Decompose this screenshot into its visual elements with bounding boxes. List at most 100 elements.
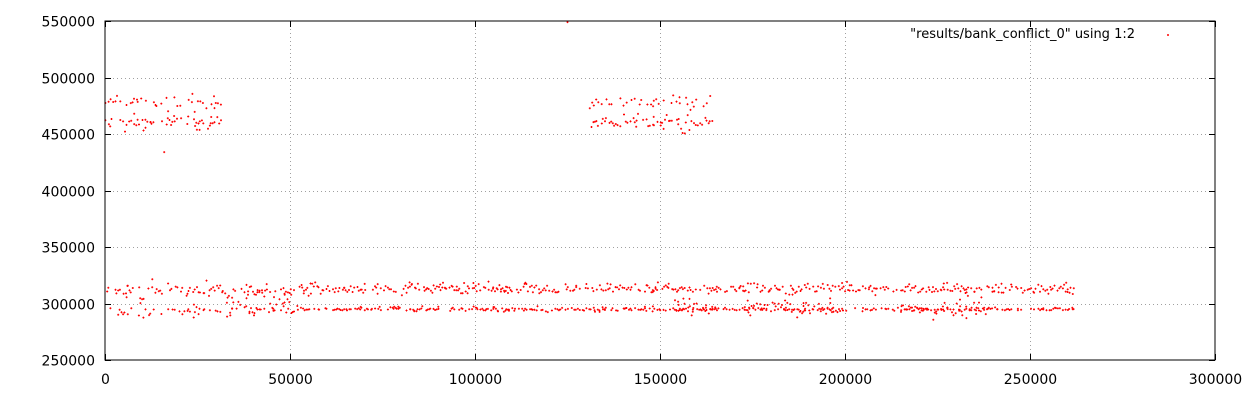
data-point <box>573 288 576 291</box>
data-point <box>592 306 595 309</box>
data-point <box>125 292 127 295</box>
data-point <box>693 122 695 125</box>
data-point <box>719 288 722 291</box>
data-point <box>526 290 529 293</box>
data-point <box>453 308 456 311</box>
data-point <box>688 297 691 300</box>
data-point <box>954 287 957 290</box>
data-point <box>296 305 299 307</box>
data-point <box>695 302 698 305</box>
data-point <box>871 290 874 293</box>
data-point <box>507 292 509 294</box>
data-point <box>842 285 845 288</box>
data-point <box>699 288 702 291</box>
data-point <box>983 308 986 311</box>
data-point <box>803 284 806 286</box>
data-point <box>753 282 756 285</box>
data-point <box>502 310 505 313</box>
data-point <box>501 307 504 310</box>
data-point <box>687 310 689 313</box>
data-point <box>675 309 678 312</box>
data-point <box>421 305 424 308</box>
data-point <box>439 289 442 292</box>
data-point <box>341 288 344 291</box>
data-point <box>651 305 654 308</box>
data-point <box>133 112 136 115</box>
data-point <box>194 125 197 127</box>
data-point <box>200 119 203 122</box>
data-point <box>651 310 654 313</box>
data-point <box>601 117 604 120</box>
data-point <box>288 292 291 294</box>
data-point <box>173 120 176 123</box>
data-point <box>960 285 963 288</box>
data-point <box>839 310 842 312</box>
data-point <box>322 289 325 292</box>
data-point <box>773 302 776 305</box>
data-point <box>585 283 588 285</box>
data-point <box>711 305 714 308</box>
data-point <box>691 101 694 104</box>
data-point <box>285 311 288 314</box>
data-point <box>357 307 360 310</box>
data-point <box>623 287 626 289</box>
data-point <box>743 290 746 293</box>
data-point <box>873 287 876 290</box>
data-point <box>978 286 981 289</box>
data-point <box>896 306 899 309</box>
data-point <box>317 308 320 311</box>
data-point <box>747 291 750 294</box>
data-point <box>826 284 829 286</box>
data-point <box>996 308 999 311</box>
data-point <box>604 306 607 309</box>
data-point <box>594 310 596 313</box>
data-point <box>468 287 470 290</box>
y-tick-label: 500000 <box>42 72 95 88</box>
data-point <box>139 302 142 305</box>
data-point <box>258 291 261 294</box>
data-point <box>707 292 710 295</box>
data-point <box>861 285 864 288</box>
data-point <box>664 118 666 121</box>
data-point <box>197 122 200 125</box>
data-point <box>404 284 407 287</box>
data-point <box>400 294 403 297</box>
data-point <box>309 282 312 285</box>
data-point <box>363 309 366 312</box>
data-point <box>183 310 186 313</box>
data-point <box>247 290 250 293</box>
data-point <box>232 301 235 304</box>
data-point <box>472 282 475 284</box>
data-point <box>922 307 925 310</box>
data-point <box>207 127 209 130</box>
data-point <box>780 306 782 309</box>
data-point <box>656 120 659 123</box>
data-point <box>691 290 694 293</box>
data-point <box>783 308 785 310</box>
data-point <box>142 129 145 132</box>
data-point <box>699 122 702 125</box>
data-point <box>667 282 670 285</box>
data-point <box>119 100 122 103</box>
data-point <box>226 296 229 299</box>
data-point <box>677 309 680 312</box>
data-point <box>146 120 149 123</box>
data-point <box>652 290 655 292</box>
data-point <box>187 98 190 101</box>
data-point <box>882 286 885 289</box>
data-point <box>229 314 232 317</box>
data-point <box>1039 309 1042 312</box>
data-point <box>746 309 749 312</box>
data-point <box>138 123 140 126</box>
data-point <box>438 286 440 288</box>
data-point <box>774 305 777 308</box>
data-point <box>855 290 857 293</box>
data-point <box>174 285 177 288</box>
data-point <box>935 310 938 313</box>
data-point <box>256 289 259 292</box>
data-point <box>553 288 556 291</box>
data-point <box>214 102 217 104</box>
data-point <box>750 305 753 307</box>
data-point <box>173 308 176 311</box>
data-point <box>652 124 655 127</box>
